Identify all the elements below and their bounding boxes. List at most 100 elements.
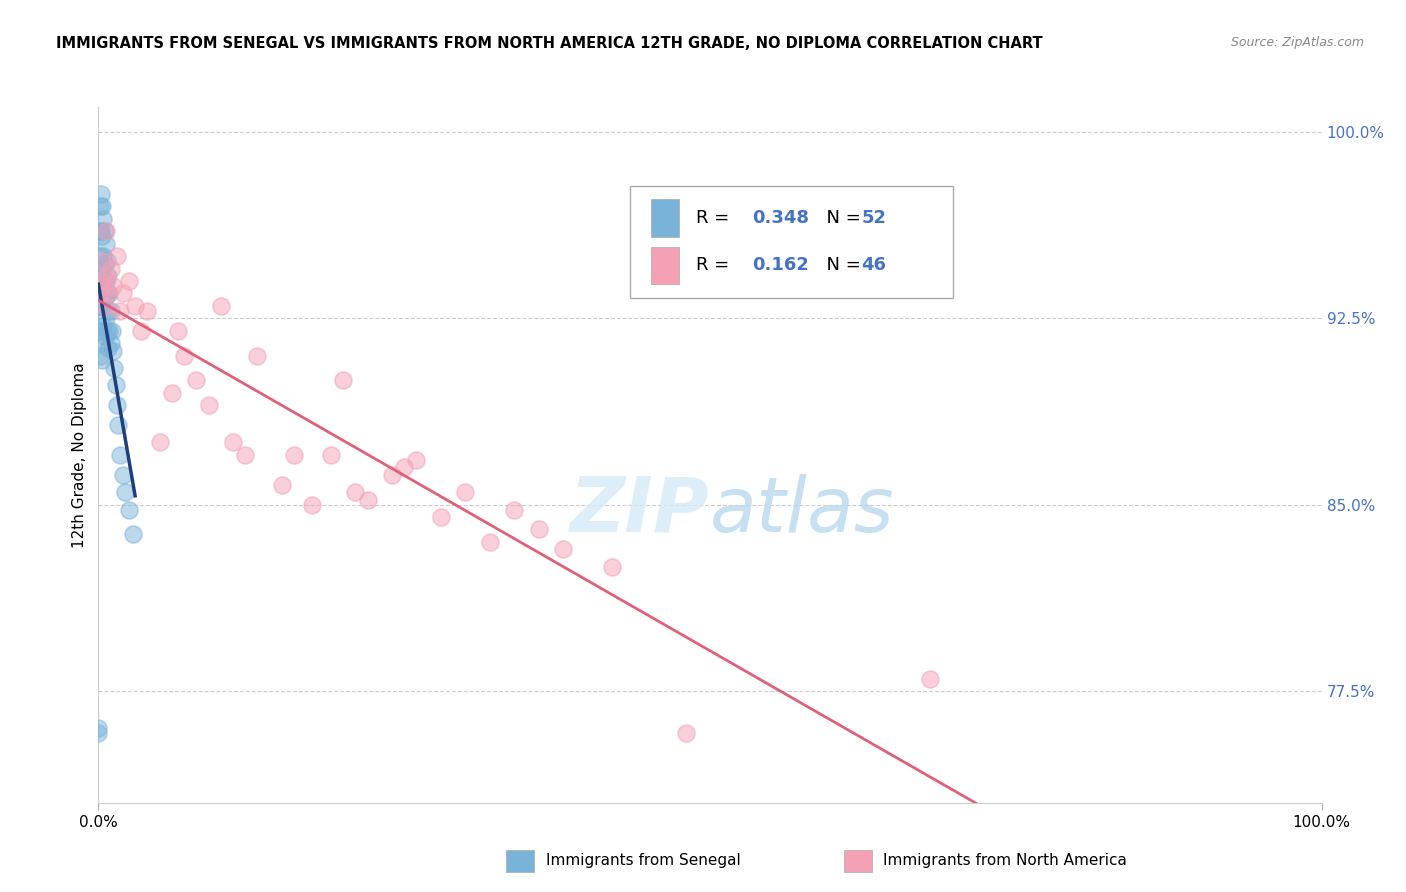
- Point: [149, 435, 172, 450]
- Text: Immigrants from Senegal: Immigrants from Senegal: [546, 854, 741, 868]
- Point: [100, 261, 122, 276]
- Point: [118, 274, 141, 288]
- Point: [100, 336, 122, 351]
- Point: [103, 361, 125, 376]
- Point: [89, 324, 111, 338]
- Point: [93, 299, 115, 313]
- Point: [93, 328, 115, 343]
- Point: [91, 199, 114, 213]
- Point: [111, 467, 134, 482]
- Point: [91, 318, 114, 333]
- Point: [270, 477, 294, 491]
- Point: [118, 502, 141, 516]
- Point: [101, 324, 124, 338]
- Point: [405, 453, 427, 467]
- Point: [381, 467, 404, 482]
- Point: [96, 268, 118, 283]
- Point: [104, 378, 127, 392]
- Point: [98, 324, 121, 338]
- Point: [93, 291, 115, 305]
- Point: [527, 523, 550, 537]
- Point: [136, 303, 159, 318]
- Text: R =: R =: [696, 257, 735, 275]
- Point: [93, 224, 115, 238]
- Point: [91, 293, 114, 308]
- Text: R =: R =: [696, 210, 735, 227]
- Point: [392, 460, 416, 475]
- Point: [94, 274, 117, 288]
- Point: [100, 303, 122, 318]
- Point: [91, 249, 114, 263]
- Point: [91, 324, 114, 338]
- Point: [98, 286, 121, 301]
- Point: [91, 353, 114, 368]
- Point: [91, 281, 114, 295]
- Point: [89, 224, 111, 238]
- Point: [89, 274, 111, 288]
- Point: [105, 249, 128, 263]
- Point: [93, 257, 115, 271]
- Point: [301, 498, 323, 512]
- Point: [114, 485, 136, 500]
- Point: [97, 268, 120, 283]
- Text: Source: ZipAtlas.com: Source: ZipAtlas.com: [1230, 36, 1364, 49]
- Point: [94, 311, 117, 326]
- Point: [90, 286, 112, 301]
- Point: [90, 261, 112, 276]
- Point: [90, 187, 112, 202]
- Point: [283, 448, 305, 462]
- Y-axis label: 12th Grade, No Diploma: 12th Grade, No Diploma: [72, 362, 87, 548]
- Point: [87, 721, 110, 735]
- Text: IMMIGRANTS FROM SENEGAL VS IMMIGRANTS FROM NORTH AMERICA 12TH GRADE, NO DIPLOMA : IMMIGRANTS FROM SENEGAL VS IMMIGRANTS FR…: [56, 36, 1043, 51]
- Point: [110, 303, 132, 318]
- Point: [89, 349, 111, 363]
- Point: [91, 261, 114, 276]
- Point: [121, 527, 143, 541]
- Point: [454, 485, 477, 500]
- Point: [920, 672, 942, 686]
- Point: [91, 254, 114, 268]
- Point: [186, 373, 208, 387]
- Text: N =: N =: [815, 257, 866, 275]
- Point: [89, 249, 111, 263]
- Point: [478, 535, 501, 549]
- Point: [89, 274, 111, 288]
- Point: [101, 343, 124, 358]
- Point: [94, 224, 117, 238]
- Point: [222, 435, 245, 450]
- Point: [173, 349, 195, 363]
- Point: [94, 236, 117, 251]
- Point: [124, 299, 146, 313]
- Point: [553, 542, 575, 557]
- Point: [675, 726, 697, 740]
- Point: [90, 299, 112, 313]
- Point: [89, 199, 111, 213]
- Text: 0.348: 0.348: [752, 210, 808, 227]
- Point: [107, 418, 129, 433]
- Point: [91, 279, 114, 293]
- Point: [90, 224, 112, 238]
- Point: [110, 448, 132, 462]
- Point: [89, 299, 111, 313]
- Point: [97, 303, 120, 318]
- Text: Immigrants from North America: Immigrants from North America: [883, 854, 1126, 868]
- Point: [97, 286, 120, 301]
- Point: [160, 385, 183, 400]
- Point: [90, 336, 112, 351]
- Point: [430, 510, 453, 524]
- Text: 52: 52: [862, 210, 887, 227]
- Point: [97, 341, 120, 355]
- Point: [96, 324, 118, 338]
- Point: [209, 299, 232, 313]
- Point: [87, 726, 110, 740]
- Point: [91, 229, 114, 244]
- Text: N =: N =: [815, 210, 866, 227]
- Point: [344, 485, 367, 500]
- Point: [600, 559, 623, 574]
- Point: [96, 254, 118, 268]
- Point: [246, 349, 269, 363]
- Point: [111, 286, 134, 301]
- Point: [197, 398, 219, 412]
- Point: [356, 492, 378, 507]
- Point: [96, 286, 118, 301]
